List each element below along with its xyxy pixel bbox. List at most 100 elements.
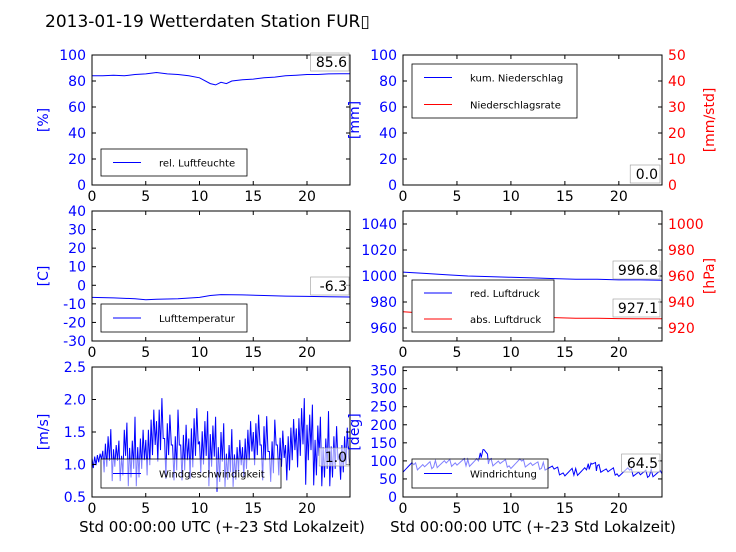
pressure-x-tick-label: 5 — [452, 345, 461, 361]
temperature-y-tick-label: 20 — [68, 241, 86, 257]
pressure-current-value-box — [612, 298, 661, 318]
temperature-y-axis-label: [C] — [36, 266, 52, 287]
temperature-y-tick-label: 30 — [68, 223, 86, 239]
temperature-x-tick-label: 10 — [191, 345, 209, 361]
temperature-y-tick-label: -30 — [63, 334, 86, 350]
humidity-y-tick-label: 60 — [68, 100, 86, 116]
precipitation-y-tick-label: 60 — [379, 100, 397, 116]
humidity-y-tick-label: 0 — [77, 178, 86, 194]
temperature-x-tick-label: 0 — [88, 345, 97, 361]
x-axis-label-left: Std 00:00:00 UTC (+-23 Std Lokalzeit) — [79, 518, 365, 536]
wind-direction-plot-frame — [402, 366, 663, 498]
wind-speed-current-value: 1.0 — [325, 450, 347, 466]
wind-direction-y-tick-label: 150 — [370, 436, 397, 452]
humidity-current-value-box — [310, 52, 350, 72]
humidity-y-tick-label: 20 — [68, 152, 86, 168]
pressure-y2-tick-label: 980 — [668, 243, 695, 259]
humidity-current-value: 85.6 — [316, 55, 347, 71]
precipitation-y2-tick-label: 0 — [668, 178, 677, 194]
pressure-y2-tick-label: 920 — [668, 321, 695, 337]
precipitation-y2-tick-label: 50 — [668, 48, 686, 64]
pressure-x-tick-label: 10 — [502, 345, 520, 361]
temperature-y-tick-label: -10 — [63, 297, 86, 313]
wind-direction-y-tick-label: 200 — [370, 418, 397, 434]
precipitation-legend-label: Niederschlagsrate — [470, 101, 561, 112]
pressure-x-tick-label: 20 — [610, 345, 628, 361]
temperature-y-tick-label: 40 — [68, 204, 86, 220]
wind-speed-x-tick-label: 10 — [191, 501, 209, 517]
precipitation-y2-tick-label: 30 — [668, 100, 686, 116]
wind-speed-y-tick-label: 1.5 — [64, 425, 86, 441]
wind-direction-y-tick-label: 250 — [370, 400, 397, 416]
humidity-x-tick-label: 0 — [88, 189, 97, 205]
wind-speed-y-tick-label: 1.0 — [64, 458, 86, 474]
temperature-plot-frame — [91, 210, 351, 342]
wind-direction-y-tick-label: 100 — [370, 454, 397, 470]
temperature-y-tick-label: 0 — [77, 278, 86, 294]
wind-speed-y-axis-label: [m/s] — [36, 414, 52, 451]
wind-speed-x-tick-label: 0 — [88, 501, 97, 517]
pressure-legend-box — [411, 279, 555, 333]
pressure-current-value: 927.1 — [618, 301, 658, 317]
precipitation-current-value-box — [629, 164, 661, 184]
precipitation-x-tick-label: 20 — [610, 189, 628, 205]
wind-speed-x-tick-label: 5 — [141, 501, 150, 517]
pressure-y2-tick-label: 960 — [668, 269, 695, 285]
pressure-y2-tick-label: 940 — [668, 295, 695, 311]
wind-speed-current-value-box — [318, 447, 350, 467]
precipitation-y2-tick-label: 10 — [668, 152, 686, 168]
pressure-y-tick-label: 960 — [370, 321, 397, 337]
wind-direction-y-tick-label: 300 — [370, 382, 397, 398]
precipitation-legend-label: kum. Niederschlag — [470, 74, 563, 85]
precipitation-plot-frame — [402, 54, 663, 186]
temperature-current-value-box — [310, 276, 350, 296]
pressure-y-tick-label: 980 — [370, 295, 397, 311]
temperature-x-tick-label: 15 — [244, 345, 262, 361]
pressure-y2-axis-label: [hPa] — [702, 258, 718, 294]
wind-speed-legend-label: Windgeschwindigkeit — [159, 470, 265, 481]
wind-direction-x-tick-label: 0 — [399, 501, 408, 517]
wind-direction-x-tick-label: 15 — [556, 501, 574, 517]
pressure-y-tick-label: 1040 — [361, 217, 397, 233]
precipitation-current-value: 0.0 — [636, 167, 658, 183]
humidity-x-tick-label: 5 — [141, 189, 150, 205]
temperature-series-line-0 — [91, 294, 351, 301]
temperature-y-tick-label: 10 — [68, 260, 86, 276]
wind-speed-y-tick-label: 0.5 — [64, 490, 86, 506]
wind-direction-legend-label: Windrichtung — [470, 470, 537, 481]
humidity-plot-frame — [91, 54, 351, 186]
wind-direction-x-tick-label: 20 — [610, 501, 628, 517]
precipitation-y-tick-label: 100 — [370, 48, 397, 64]
pressure-y-tick-label: 1000 — [361, 269, 397, 285]
temperature-legend-label: Lufttemperatur — [159, 314, 236, 325]
humidity-y-tick-label: 100 — [59, 48, 86, 64]
humidity-y-axis-label: [%] — [36, 108, 52, 132]
precipitation-x-tick-label: 15 — [556, 189, 574, 205]
wind-direction-y-tick-label: 0 — [388, 490, 397, 506]
precipitation-y2-tick-label: 40 — [668, 74, 686, 90]
pressure-legend-label: abs. Luftdruck — [470, 315, 541, 326]
pressure-x-tick-label: 15 — [556, 345, 574, 361]
x-axis-label-right: Std 00:00:00 UTC (+-23 Std Lokalzeit) — [390, 518, 676, 536]
pressure-y2-tick-label: 1000 — [668, 217, 704, 233]
temperature-x-tick-label: 20 — [298, 345, 316, 361]
humidity-x-tick-label: 15 — [244, 189, 262, 205]
wind-speed-y-tick-label: 2.5 — [64, 360, 86, 376]
humidity-y-tick-label: 40 — [68, 126, 86, 142]
wind-direction-current-value: 64.5 — [627, 456, 658, 472]
precipitation-y2-axis-label: [mm/std] — [702, 88, 718, 153]
humidity-y-tick-label: 80 — [68, 74, 86, 90]
precipitation-legend-box — [411, 63, 578, 119]
humidity-x-tick-label: 10 — [191, 189, 209, 205]
humidity-legend-label: rel. Luftfeuchte — [159, 159, 235, 170]
precipitation-y-tick-label: 40 — [379, 126, 397, 142]
pressure-current-value-box — [612, 260, 661, 280]
pressure-x-tick-label: 0 — [399, 345, 408, 361]
precipitation-x-tick-label: 10 — [502, 189, 520, 205]
pressure-current-value: 996.8 — [618, 263, 658, 279]
wind-speed-x-tick-label: 20 — [298, 501, 316, 517]
precipitation-y2-tick-label: 20 — [668, 126, 686, 142]
wind-speed-series-line-0 — [91, 398, 351, 492]
humidity-series-line-0 — [92, 71, 350, 86]
precipitation-y-tick-label: 20 — [379, 152, 397, 168]
